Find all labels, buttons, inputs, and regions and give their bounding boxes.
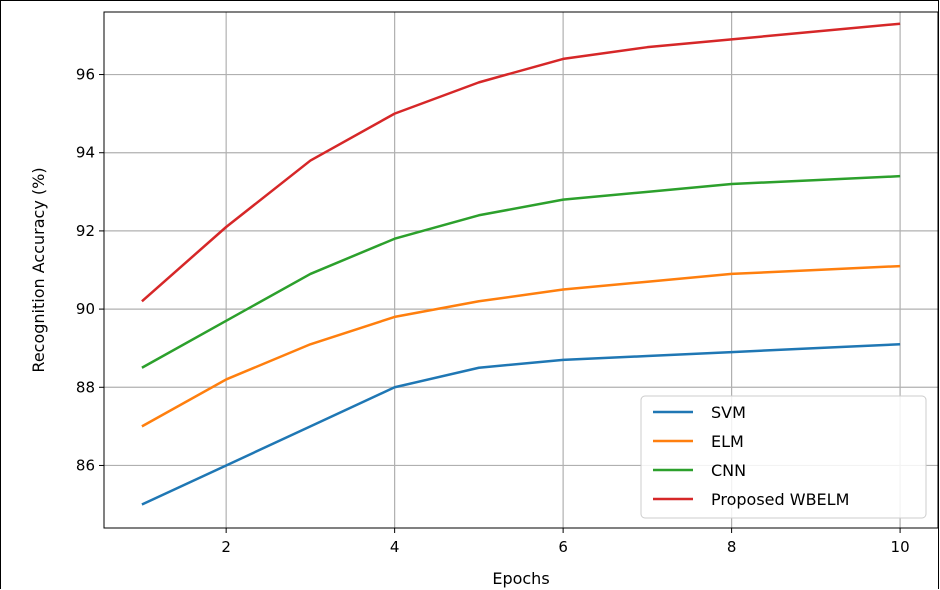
x-tick-label: 10: [891, 538, 910, 556]
series-line-svm: [141, 343, 901, 506]
series-layer: [141, 22, 901, 506]
y-tick-label: 94: [76, 144, 95, 162]
grid: [104, 12, 938, 528]
legend-label-svm: SVM: [711, 403, 746, 422]
legend-label-cnn: CNN: [711, 461, 746, 480]
y-axis-label: Recognition Accuracy (%): [29, 167, 48, 372]
x-tick-label: 4: [390, 538, 400, 556]
legend: SVM ELM CNN Proposed WBELM: [640, 395, 927, 519]
y-tick-label: 96: [76, 66, 95, 84]
series-line-proposed-wbelm: [141, 22, 901, 303]
x-tick-label: 2: [221, 538, 231, 556]
series-line-elm: [141, 264, 901, 428]
x-tick-label: 6: [558, 538, 568, 556]
legend-label-proposed-wbelm: Proposed WBELM: [711, 490, 849, 509]
x-axis-label: Epochs: [492, 569, 549, 588]
plot-area: [103, 11, 939, 529]
tick-layer: 2 4 6 8 10 86 88 90 92 94 96: [76, 66, 910, 556]
legend-label-elm: ELM: [711, 432, 744, 451]
x-tick-label: 8: [727, 538, 737, 556]
y-tick-label: 90: [76, 300, 95, 318]
y-tick-label: 86: [76, 456, 95, 474]
y-tick-label: 92: [76, 222, 95, 240]
y-tick-label: 88: [76, 378, 95, 396]
series-line-cnn: [141, 174, 901, 369]
legend-box: [640, 395, 927, 519]
